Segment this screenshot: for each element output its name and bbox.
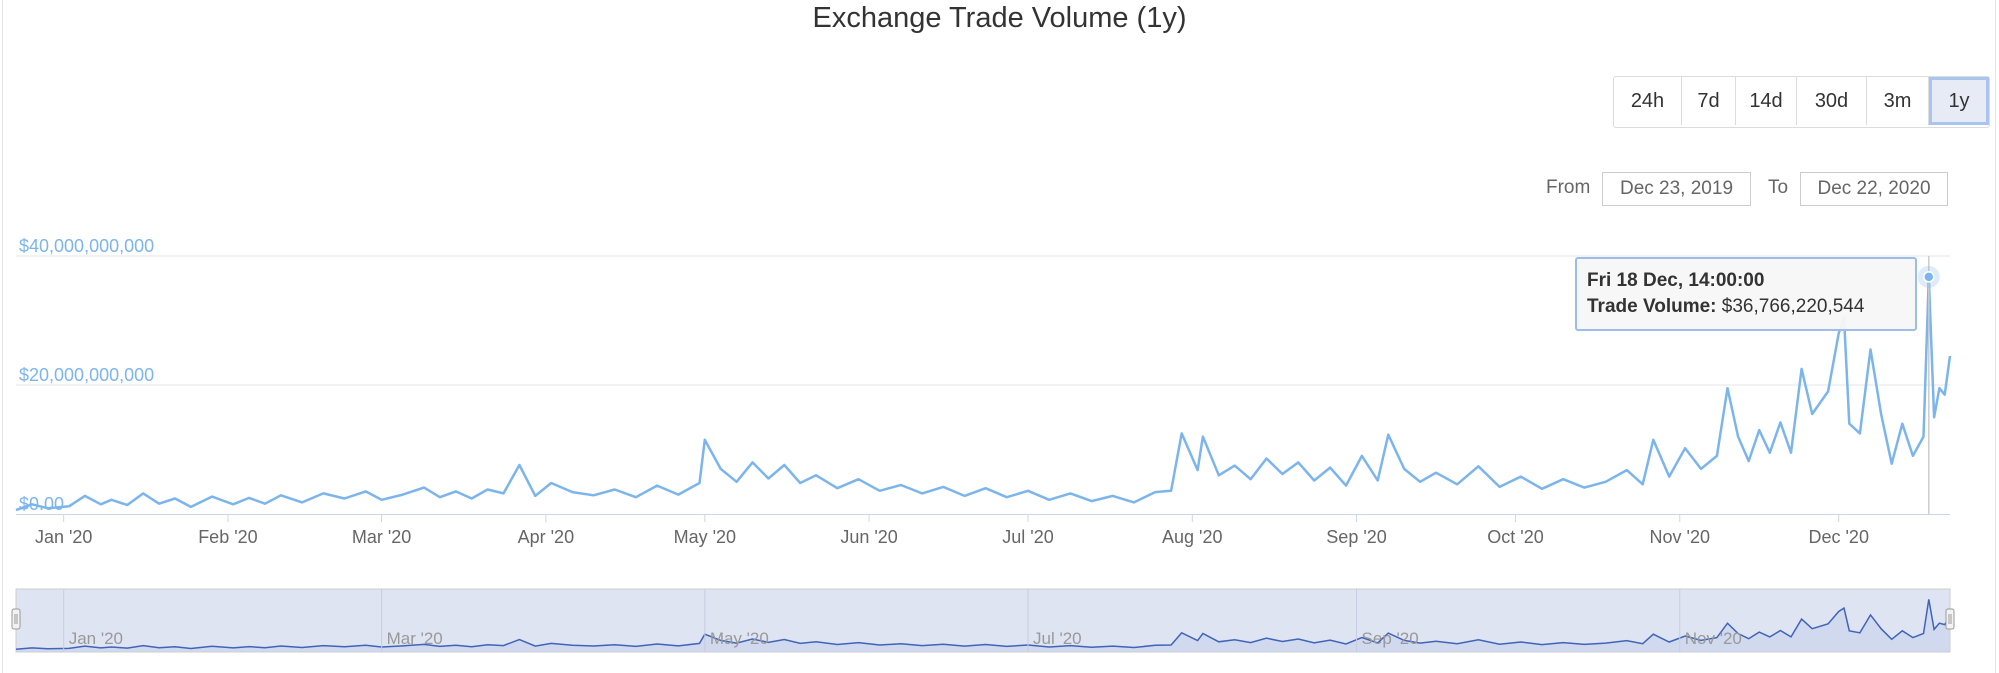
from-date-input[interactable]: Dec 23, 2019 — [1602, 172, 1751, 206]
x-tick-label: Nov '20 — [1650, 527, 1710, 547]
range-button-14d[interactable]: 14d — [1736, 77, 1797, 125]
x-tick-label: Dec '20 — [1808, 527, 1868, 547]
range-button-3m[interactable]: 3m — [1867, 77, 1929, 125]
navigator-label: Mar '20 — [387, 629, 443, 648]
navigator-label: Nov '20 — [1685, 629, 1742, 648]
hover-point — [1923, 271, 1935, 283]
x-tick-label: Feb '20 — [198, 527, 257, 547]
navigator-label: May '20 — [710, 629, 769, 648]
tooltip-date: Fri 18 Dec, 14:00:00 — [1587, 270, 1765, 291]
from-label: From — [1546, 177, 1591, 198]
navigator-label: Jan '20 — [69, 629, 123, 648]
x-tick-label: Jan '20 — [35, 527, 92, 547]
range-button-30d[interactable]: 30d — [1797, 77, 1867, 125]
y-tick-label: $20,000,000,000 — [19, 365, 154, 385]
x-tick-label: Sep '20 — [1326, 527, 1387, 547]
navigator-label: Jul '20 — [1033, 629, 1082, 648]
x-tick-label: Aug '20 — [1162, 527, 1223, 547]
y-tick-label: $0.00 — [19, 494, 64, 514]
to-label: To — [1768, 177, 1789, 198]
x-tick-label: Jun '20 — [840, 527, 897, 547]
navigator-handle-left[interactable] — [11, 608, 21, 630]
range-button-1y[interactable]: 1y — [1929, 77, 1989, 125]
navigator-label: Sep '20 — [1362, 629, 1419, 648]
series-line — [15, 275, 1952, 512]
range-button-24h[interactable]: 24h — [1614, 77, 1682, 125]
chart-title: Exchange Trade Volume (1y) — [812, 2, 1187, 34]
x-tick-label: Jul '20 — [1002, 527, 1053, 547]
navigator-handle-right[interactable] — [1945, 608, 1955, 630]
to-date-input[interactable]: Dec 22, 2020 — [1800, 172, 1948, 206]
range-selector: 24h 7d 14d 30d 3m 1y — [1613, 76, 1990, 128]
range-button-7d[interactable]: 7d — [1682, 77, 1736, 125]
x-tick-label: Apr '20 — [518, 527, 574, 547]
tooltip-value: $36,766,220,544 — [1721, 296, 1865, 317]
y-tick-label: $40,000,000,000 — [19, 236, 154, 256]
x-tick-label: Mar '20 — [352, 527, 411, 547]
x-tick-label: Oct '20 — [1487, 527, 1543, 547]
chart-tooltip: Fri 18 Dec, 14:00:00 Trade Volume: $36,7… — [1575, 257, 1917, 331]
navigator-line — [15, 599, 1951, 650]
tooltip-series-label: Trade Volume: — [1587, 296, 1717, 317]
x-tick-label: May '20 — [674, 527, 736, 547]
